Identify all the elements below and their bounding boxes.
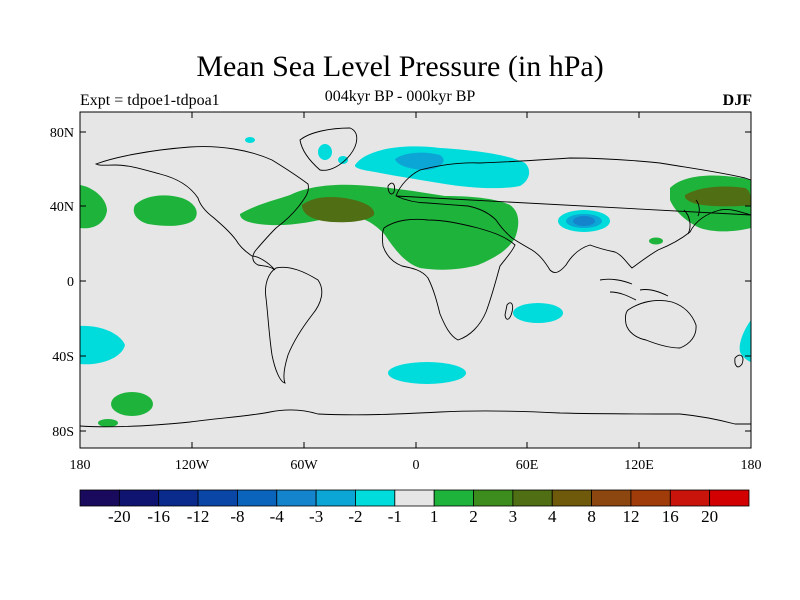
lon-tick-label: 0 [413,458,420,473]
anomaly-se-pacific [80,325,125,365]
colorbar-swatch [709,489,750,507]
colorbar-label: -3 [309,507,323,526]
anomaly-s-pacific-small [98,419,118,427]
anomaly-s-indian [513,303,563,323]
experiment-label: Expt = tdpoe1-tdpoa1 [80,92,220,109]
colorbar-swatch [158,489,199,507]
colorbar-label: 12 [622,507,639,526]
colorbar-swatch [591,489,632,507]
coast-north-america [94,146,309,271]
coast-uk [387,182,395,195]
lon-tick-label: 180 [70,458,91,473]
anomaly-atlantic-core [302,197,375,223]
colorbar-swatch [551,489,592,507]
coast-indonesia [599,278,669,301]
coast-japan [683,199,700,235]
map-axes: 80N 40N 0 40S 80S 180 120W 60W 0 60E 120E 180 [50,112,762,473]
lat-tick-label: 80S [52,425,74,440]
lon-tick-label: 120W [175,458,210,473]
colorbar-label: -16 [147,507,170,526]
colorbar-swatch [669,489,711,507]
map-title: Mean Sea Level Pressure (in hPa) [196,50,604,83]
anomaly-central-pacific [133,195,197,226]
colorbar-swatch [315,489,356,507]
anomaly-sw-pacific [739,320,751,362]
coast-greenland [299,127,358,171]
lat-tick-label: 0 [67,275,74,290]
lon-tick-label: 60W [290,458,318,473]
colorbar-swatch [197,489,238,507]
lat-tick-label: 80N [50,126,74,141]
coast-antarctica [79,409,751,428]
anomaly-n-pacific-core [684,186,751,207]
lat-tick-label: 40S [52,350,74,365]
colorbar-label: -2 [348,507,362,526]
period-label: 004kyr BP - 000kyr BP [324,88,476,105]
anomaly-china-small [649,237,663,245]
colorbar-swatch [276,489,317,507]
anomaly-dateline-west [80,185,107,229]
colorbar-label: 16 [662,507,679,526]
colorbar-label: 4 [548,507,557,526]
anomaly-s-pacific [111,392,153,416]
anomaly-s-atlantic [388,362,466,384]
colorbar-swatch [355,489,396,507]
colorbar: -20 -16 -12 -8 -4 -3 -2 -1 1 2 3 4 8 12 16 20 [79,489,750,526]
anomaly-arctic [354,146,530,189]
anomaly-arctic-inner [395,152,444,170]
colorbar-label: 1 [430,507,439,526]
colorbar-label: -8 [230,507,244,526]
lon-tick-label: 180 [741,458,762,473]
colorbar-label: 20 [701,507,718,526]
season-label: DJF [722,92,752,109]
anomaly-tibet-core [573,216,595,226]
colorbar-label: -4 [270,507,285,526]
colorbar-swatch [473,489,514,507]
anomaly-greenland-small [318,144,332,160]
coast-new-zealand [734,354,744,368]
colorbar-label: 2 [469,507,478,526]
anomaly-fields [80,137,751,427]
coast-australia [624,299,697,349]
coast-europe-asia [395,157,752,273]
colorbar-label: 3 [509,507,518,526]
lon-tick-label: 60E [516,458,539,473]
anomaly-canada-dot [245,137,255,143]
colorbar-label: -20 [108,507,131,526]
coast-madagascar [504,302,514,320]
coastlines [79,127,752,428]
anomaly-arctic-dot [338,156,348,164]
colorbar-swatch [512,489,553,507]
colorbar-swatch [433,489,474,507]
colorbar-swatch [118,489,160,507]
colorbar-label: -12 [187,507,210,526]
coast-south-america [265,266,323,384]
colorbar-label: -1 [388,507,402,526]
lat-tick-label: 40N [50,200,74,215]
lon-tick-label: 120E [624,458,654,473]
coast-africa [381,218,516,341]
colorbar-swatch [394,489,435,507]
colorbar-swatch [630,489,671,507]
colorbar-swatch [237,489,278,507]
colorbar-label: 8 [587,507,596,526]
colorbar-swatch [79,489,120,507]
